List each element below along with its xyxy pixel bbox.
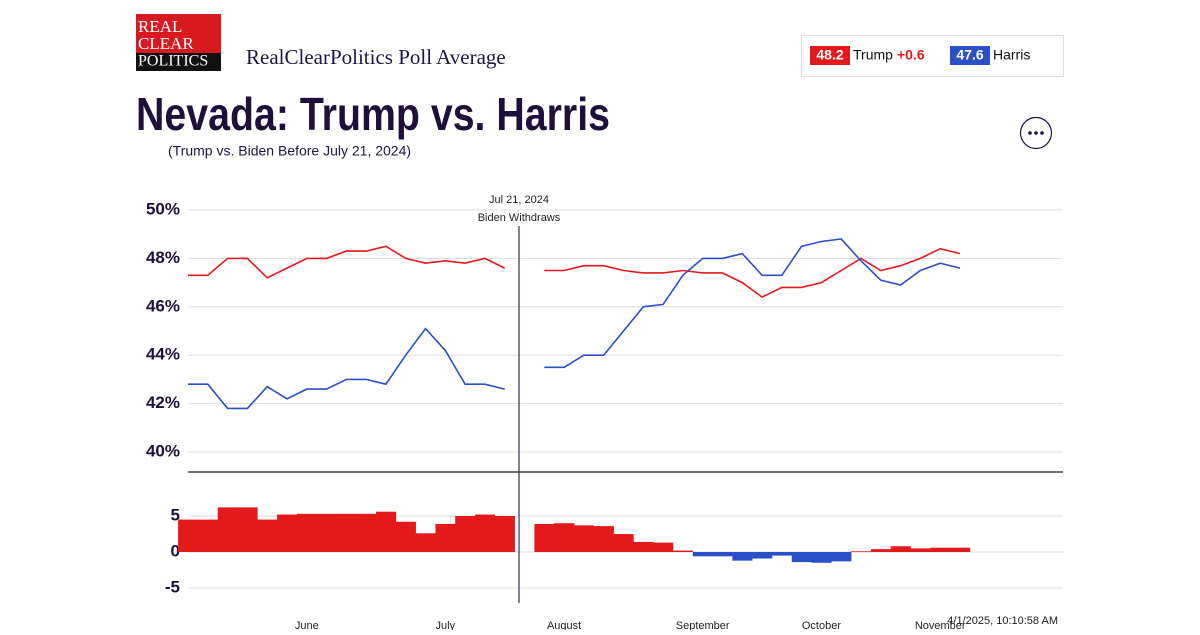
menu-button[interactable]	[1019, 116, 1053, 150]
spread-bar	[395, 521, 416, 552]
logo-text: REAL	[138, 17, 182, 36]
spread-bar	[870, 549, 892, 552]
spread-bar	[633, 541, 654, 552]
spread-bar	[277, 514, 298, 552]
harris-latest: 47.6	[956, 47, 983, 63]
spread-bar	[771, 552, 793, 556]
chart-subtitle: (Trump vs. Biden Before July 21, 2024)	[168, 143, 411, 159]
spread-bar	[574, 525, 595, 552]
x-tick-label: August	[547, 620, 581, 630]
logo-text: POLITICS	[138, 53, 208, 70]
logo-text: CLEAR	[138, 34, 194, 53]
spread-bar	[257, 519, 278, 552]
spread-bar	[732, 552, 753, 561]
spread-bar	[475, 514, 496, 552]
spread-bar	[356, 513, 377, 552]
spread-bar	[910, 548, 931, 552]
spread-bar	[554, 523, 575, 552]
spread-bar	[296, 513, 317, 552]
spread-bar	[831, 552, 852, 562]
spread-bar	[613, 534, 634, 552]
legend-name: Harris	[993, 47, 1030, 63]
x-tick-label: July	[436, 620, 456, 630]
spread-bar	[217, 507, 238, 552]
menu-dot[interactable]	[1028, 131, 1032, 135]
spread-bar	[930, 547, 951, 552]
spread-bar	[316, 513, 337, 552]
spread-bar	[851, 551, 872, 553]
spread-bar	[415, 533, 436, 552]
harris-badge	[950, 46, 990, 65]
trump-badge	[810, 46, 850, 65]
spread-bar	[593, 526, 614, 552]
y-tick-label: 46%	[146, 296, 180, 315]
timestamp: 4/1/2025, 10:10:58 AM	[947, 615, 1058, 627]
y-tick-label: -5	[165, 577, 180, 596]
series-line	[188, 245, 961, 299]
spread-bar	[435, 523, 456, 552]
spread-bar	[890, 546, 911, 552]
trump-latest: 48.2	[816, 47, 843, 63]
annotation: Biden Withdraws	[478, 212, 561, 224]
y-tick-label: 50%	[146, 199, 180, 218]
menu-dot[interactable]	[1034, 131, 1038, 135]
y-tick-label: 0	[171, 541, 180, 560]
logo-band	[136, 53, 221, 71]
spread-bar	[336, 513, 357, 552]
annotation: Jul 21, 2024	[489, 194, 549, 206]
x-tick-label: October	[802, 620, 841, 630]
spread-bar	[178, 519, 199, 552]
spread-bar	[494, 516, 515, 552]
spread-bar	[692, 552, 713, 557]
trump-change: +0.6	[897, 47, 925, 63]
spread-bar	[534, 523, 555, 552]
y-tick-label: 44%	[146, 345, 180, 364]
spread-bar	[712, 552, 733, 557]
y-tick-label: 42%	[146, 393, 180, 412]
y-tick-label: 40%	[146, 441, 180, 460]
legend-name: Trump	[853, 47, 893, 63]
menu-dot[interactable]	[1040, 131, 1044, 135]
spread-bar	[653, 542, 674, 552]
spread-bar	[197, 519, 218, 552]
chart-title: Nevada: Trump vs. Harris	[136, 88, 610, 140]
spread-bar	[455, 516, 476, 552]
spread-bar	[791, 552, 812, 563]
spread-bar	[376, 511, 397, 552]
x-tick-label: November	[915, 620, 966, 630]
spread-bar	[752, 552, 773, 559]
x-tick-label: June	[295, 620, 319, 630]
series-line	[188, 238, 961, 410]
y-tick-label: 5	[171, 505, 180, 524]
spread-bar	[237, 507, 258, 552]
spread-bar	[950, 547, 971, 552]
site-subtitle: RealClearPolitics Poll Average	[246, 45, 506, 69]
spread-bar	[811, 552, 832, 563]
spread-bar	[672, 550, 694, 552]
y-tick-label: 48%	[146, 248, 180, 267]
x-tick-label: September	[676, 620, 730, 630]
